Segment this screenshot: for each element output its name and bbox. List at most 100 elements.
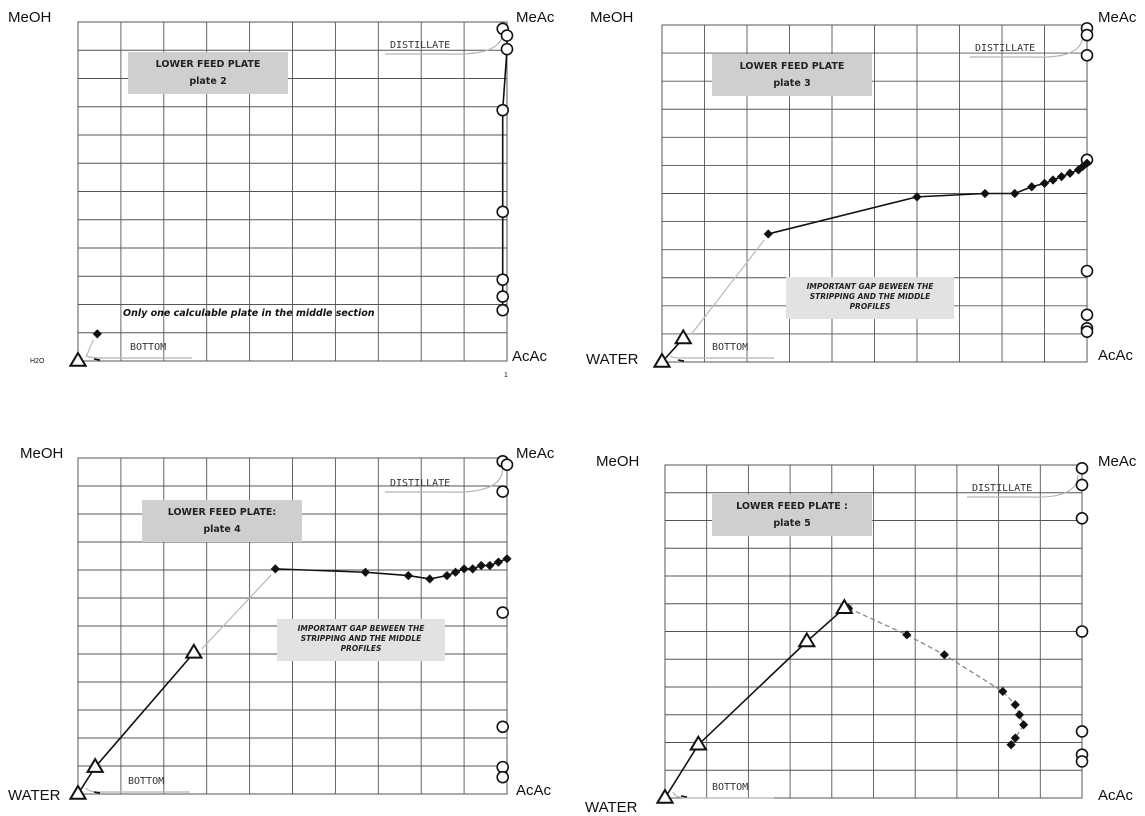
data-point-diamond	[468, 564, 478, 574]
data-point-diamond	[1014, 710, 1025, 720]
data-point-circle	[1075, 625, 1089, 638]
feed-plate-number: plate 4	[203, 524, 241, 535]
data-point-triangle	[184, 642, 204, 659]
chart-panel-2: LOWER FEED PLATE plate 3 IMPORTANT GAP BEW…	[586, 9, 1137, 368]
feed-plate-box-bg	[128, 52, 288, 94]
corner-label-water: WATER	[8, 787, 61, 804]
data-point-triangle	[689, 734, 708, 751]
data-point-triangle	[85, 757, 105, 773]
series-line	[768, 162, 1088, 235]
corner-label-water: WATER	[586, 351, 639, 368]
data-point-diamond	[912, 192, 922, 202]
data-point-diamond	[939, 650, 949, 660]
data-point-diamond	[485, 560, 495, 571]
distillate-label: DISTILLATE	[975, 43, 1035, 54]
data-point-diamond	[92, 329, 102, 339]
data-point-diamond	[980, 188, 990, 199]
data-point-triangle	[68, 784, 88, 800]
data-point-diamond	[902, 630, 912, 640]
data-point-diamond	[1010, 733, 1020, 743]
chart-panel-1: LOWER FEED PLATE plate 2 Only one calculab…	[8, 9, 555, 379]
data-point-triangle	[797, 631, 817, 648]
series-circle	[496, 455, 514, 784]
annotation-line: STRIPPING AND THE MIDDLE	[301, 634, 422, 643]
data-point-diamond	[270, 564, 280, 574]
bottom-arrow-mark	[93, 358, 101, 361]
feed-plate-box: LOWER FEED PLATE : plate 5	[712, 494, 872, 536]
data-point-circle	[1080, 264, 1094, 278]
feed-plate-number: plate 5	[773, 518, 810, 529]
plot-frame	[77, 457, 508, 795]
data-point-triangle	[655, 788, 675, 804]
data-point-diamond	[450, 567, 461, 577]
data-point-diamond	[1006, 740, 1016, 750]
data-point-circle	[500, 29, 514, 42]
data-point-diamond	[1065, 168, 1075, 178]
data-point-circle	[496, 485, 510, 498]
data-point-diamond	[476, 560, 486, 571]
annotation-note: Only one calculable plate in the middle …	[123, 308, 375, 319]
feed-plate-number: plate 3	[773, 78, 810, 89]
corner-label-acac: AcAc	[512, 348, 548, 365]
corner-label-meac: MeAc	[1098, 453, 1137, 470]
annotation-bg	[277, 619, 445, 661]
data-point-diamond	[1027, 182, 1037, 192]
annotation-line: PROFILES	[341, 644, 382, 653]
annotation-line: Only one calculable plate in the middle …	[123, 308, 375, 319]
data-point-circle	[1080, 49, 1094, 62]
series-triangle	[68, 642, 204, 800]
annotation-line: PROFILES	[850, 302, 891, 311]
feed-plate-title: LOWER FEED PLATE	[156, 59, 261, 70]
series-triangle	[655, 598, 854, 804]
data-point-circle	[1075, 478, 1089, 492]
bottom-arrow-mark	[680, 795, 688, 798]
data-point-circle	[496, 205, 510, 219]
gap-connector	[201, 574, 272, 650]
data-point-circle	[496, 303, 510, 317]
distillate-guide	[970, 35, 1084, 58]
bottom-label: BOTTOM	[712, 342, 748, 353]
bottom-guide	[672, 791, 774, 799]
corner-label-meoh: MeOH	[8, 9, 51, 26]
distillate-guide	[967, 474, 1079, 498]
feed-plate-box: LOWER FEED PLATE: plate 4	[142, 500, 302, 542]
data-point-circle	[500, 458, 514, 472]
bottom-arrow-mark	[93, 791, 101, 794]
series-diamond	[763, 158, 1092, 239]
feed-plate-title: LOWER FEED PLATE:	[168, 507, 276, 518]
series-triangle	[68, 351, 88, 367]
feed-plate-box-bg	[142, 500, 302, 542]
corner-label-acac: AcAc	[1098, 347, 1134, 364]
data-point-diamond	[360, 567, 371, 577]
gap-connector	[85, 339, 94, 358]
data-point-diamond	[763, 229, 773, 239]
data-point-diamond	[1073, 165, 1084, 175]
corner-label-water: H2O	[30, 358, 45, 365]
feed-plate-box-bg	[712, 54, 872, 96]
data-point-diamond	[1082, 158, 1092, 168]
corner-label-meac: MeAc	[516, 9, 555, 26]
data-point-circle	[496, 290, 510, 303]
data-point-circle	[496, 606, 510, 619]
bottom-arrow-mark	[677, 359, 685, 362]
annotation-bg	[786, 277, 954, 319]
corner-label-meoh: MeOH	[590, 9, 633, 26]
chart-panel-4: LOWER FEED PLATE : plate 5 MeOH MeAc WATER Ac…	[585, 453, 1137, 816]
series-circle	[496, 22, 514, 317]
annotation-line: IMPORTANT GAP BEWEEN THE	[298, 624, 426, 633]
data-point-circle	[500, 42, 514, 56]
feed-plate-box: LOWER FEED PLATE plate 2	[128, 52, 288, 94]
data-point-triangle	[673, 328, 693, 345]
data-point-diamond	[459, 564, 469, 574]
data-point-circle	[1080, 308, 1094, 322]
distillate-label: DISTILLATE	[390, 478, 450, 489]
data-point-diamond	[1078, 161, 1088, 172]
grid	[665, 465, 1082, 798]
corner-label-water: WATER	[585, 799, 638, 816]
feed-plate-title: LOWER FEED PLATE	[740, 61, 845, 72]
data-point-diamond	[998, 686, 1008, 697]
feed-plate-box: LOWER FEED PLATE plate 3	[712, 54, 872, 96]
